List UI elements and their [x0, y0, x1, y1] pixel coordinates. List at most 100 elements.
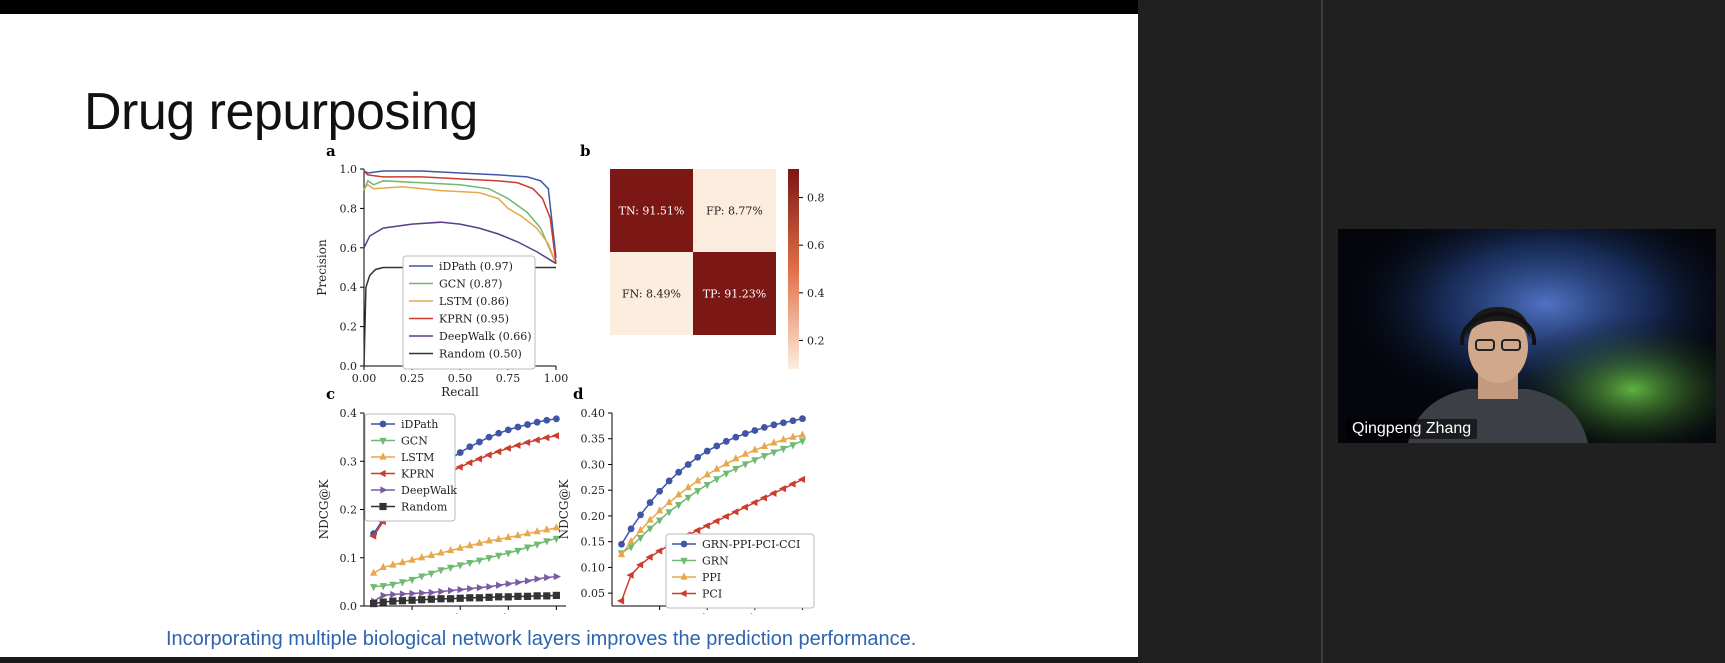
data-point [486, 583, 494, 591]
data-point [751, 445, 759, 453]
heatmap-cell-label: FN: 8.49% [622, 288, 681, 301]
data-point [637, 511, 644, 519]
y-axis-label: Precision [315, 239, 329, 296]
speaker-name-label: Qingpeng Zhang [1346, 419, 1478, 439]
data-point [390, 590, 398, 599]
data-point [370, 584, 378, 592]
y-tick-label: 0.40 [581, 407, 606, 420]
data-point [732, 454, 740, 462]
heatmap-cell [693, 252, 776, 335]
legend-box [402, 255, 536, 370]
data-point [789, 417, 797, 425]
legend-box [665, 533, 815, 609]
data-point [485, 593, 493, 601]
data-point [389, 597, 397, 605]
data-point [779, 445, 788, 454]
y-tick-label: 0.25 [581, 484, 606, 497]
legend-entry: iDPath (0.97) [439, 260, 513, 273]
data-point [524, 577, 533, 585]
y-axis-label: NDCG@K [317, 479, 331, 540]
pr-curve [363, 170, 557, 258]
x-tick-label: 1.00 [544, 372, 569, 385]
x-tick-label: 0.50 [448, 372, 473, 385]
data-point [496, 581, 504, 589]
data-point [437, 567, 445, 575]
data-point [398, 557, 407, 566]
x-tick-label: 5 [656, 612, 663, 614]
data-point [513, 441, 521, 449]
data-point [505, 580, 513, 588]
data-point [544, 573, 552, 582]
data-point [446, 595, 455, 603]
data-point [703, 481, 711, 490]
data-point [722, 470, 730, 478]
data-point [722, 459, 730, 467]
data-point [553, 572, 561, 581]
data-point [751, 457, 759, 465]
data-point [398, 597, 407, 605]
data-point [476, 584, 485, 592]
heatmap-cell-label: TP: 91.23% [703, 288, 767, 301]
data-point [665, 477, 673, 485]
legend-entry: DeepWalk [401, 484, 457, 497]
data-point [485, 433, 493, 441]
legend-marker [378, 469, 386, 478]
legend-entry: DeepWalk (0.66) [439, 330, 532, 343]
data-point [467, 585, 475, 593]
presentation-slide: Drug repurposing a b c d 0.00 0.25 0.50 0.7… [0, 14, 1138, 657]
data-point [552, 415, 560, 423]
data-point [616, 597, 625, 605]
data-point [770, 438, 778, 446]
data-point [532, 436, 540, 444]
speaker-video-tile[interactable]: Qingpeng Zhang [1338, 229, 1716, 443]
data-point [712, 517, 720, 525]
data-point [484, 451, 492, 459]
data-point [760, 441, 768, 450]
pr-curve [363, 170, 557, 264]
slide-caption: Incorporating multiple biological networ… [166, 628, 917, 650]
data-point [495, 534, 503, 543]
panel-label-b: b [580, 142, 591, 160]
data-point [514, 592, 522, 600]
data-point [456, 543, 464, 551]
legend-marker [680, 540, 688, 548]
data-point [533, 592, 541, 600]
heatmap-cell [610, 169, 693, 252]
legend-entry: PCI [702, 588, 722, 601]
data-point [731, 508, 739, 516]
data-point [627, 525, 635, 533]
data-point [446, 564, 455, 572]
data-point [369, 532, 377, 540]
data-point [389, 581, 397, 589]
x-tick-label: 10 [453, 612, 467, 614]
data-point [457, 585, 465, 594]
data-point [636, 534, 645, 543]
legend-marker [379, 420, 387, 428]
data-point [702, 522, 710, 530]
legend-marker [380, 486, 388, 494]
legend-entry: Random [401, 501, 448, 514]
data-point [515, 578, 523, 586]
panel-label-a: a [326, 142, 336, 160]
data-point [751, 427, 759, 434]
y-tick-label: 0.10 [581, 561, 606, 574]
y-tick-label: 0.4 [340, 407, 358, 420]
data-point [760, 424, 768, 431]
data-point [760, 453, 768, 461]
data-point [656, 487, 664, 495]
data-point [455, 463, 463, 471]
y-tick-label: 0.0 [340, 360, 358, 373]
data-point [514, 547, 522, 556]
data-point [380, 591, 388, 599]
legend-marker [379, 502, 387, 511]
data-point [495, 429, 503, 437]
data-point [466, 443, 474, 451]
data-point [694, 476, 702, 484]
data-point [466, 559, 474, 568]
legend-entry: KPRN (0.95) [439, 313, 509, 326]
data-point [703, 447, 711, 455]
data-point [646, 515, 654, 523]
y-tick-label: 0.2 [340, 321, 358, 334]
data-point [617, 549, 626, 558]
y-tick-label: 0.4 [340, 281, 358, 294]
